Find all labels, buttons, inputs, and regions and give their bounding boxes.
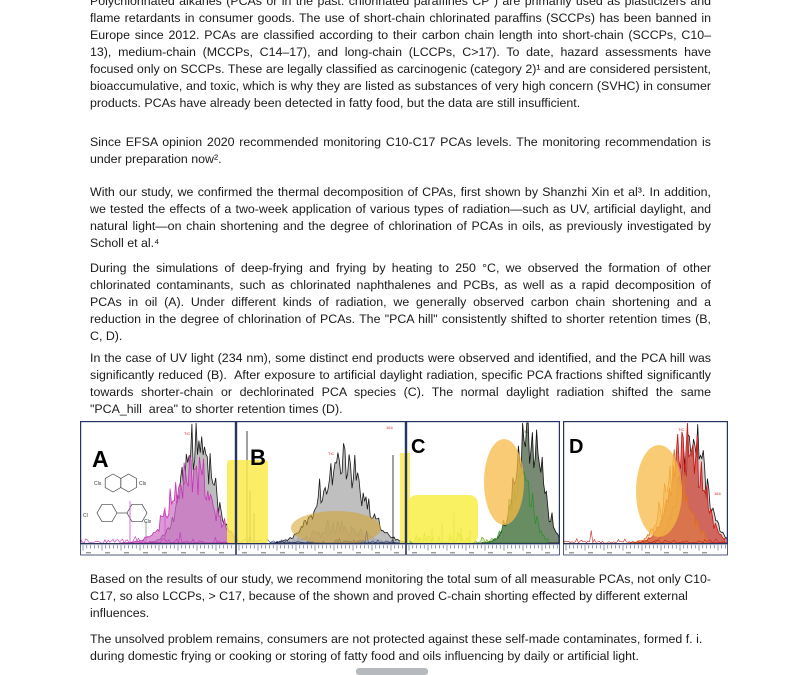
- panel-label: B: [250, 445, 266, 470]
- chem-label: Cl: [83, 513, 88, 519]
- chem-biphenyl-ring: [96, 503, 118, 523]
- ruler-number-smudge: [219, 552, 224, 554]
- ruler-number-smudge: [507, 552, 512, 554]
- baseline-noise-trace: [563, 530, 728, 544]
- scrollbar-thumb[interactable]: [356, 668, 428, 675]
- ruler-number-smudge: [356, 552, 361, 554]
- panel-A-group: Clx Clx Cl Clx TIC: [80, 422, 236, 544]
- ruler-number-smudge: [162, 552, 167, 554]
- peak-annotation: 164: [714, 491, 721, 496]
- peak-annotation: TIC: [184, 431, 191, 436]
- paragraph-intro: Polychlorinated alkanes (PCAs or in the …: [90, 0, 715, 110]
- ruler-number-smudge: [526, 552, 531, 554]
- panel-ruler: [80, 543, 236, 556]
- ruler-number-smudge: [545, 552, 550, 554]
- paragraph-recommendation: Based on the results of our study, we re…: [90, 572, 711, 620]
- ruler-number-smudge: [200, 552, 205, 554]
- ruler-number-smudge: [105, 552, 110, 554]
- paragraph-study: With our study, we confirmed the thermal…: [90, 185, 715, 250]
- panel-label: C: [411, 436, 425, 458]
- ruler-number-smudge: [242, 552, 247, 554]
- ruler-number-smudge: [702, 552, 707, 554]
- chem-label: Clx: [139, 481, 147, 487]
- highlight-ellipse: [636, 445, 682, 537]
- chem-label: Clx: [144, 519, 152, 525]
- panel-ruler: [236, 543, 406, 556]
- figure-svg: Clx Clx Cl Clx TIC TIC 164 TIC TIC 164 A B C D: [80, 421, 729, 556]
- ruler-number-smudge: [318, 552, 323, 554]
- ruler-number-smudge: [569, 552, 574, 554]
- paragraph-frying: During the simulations of deep-frying an…: [90, 261, 715, 343]
- ruler-number-smudge: [431, 552, 436, 554]
- ruler-number-smudge: [261, 552, 266, 554]
- ruler-number-smudge: [450, 552, 455, 554]
- ruler-number-smudge: [412, 552, 417, 554]
- peak-annotation: 164: [386, 425, 393, 430]
- ruler-number-smudge: [86, 552, 91, 554]
- panel-label: D: [569, 436, 583, 458]
- panel-D-group: TIC 164: [563, 422, 728, 544]
- peak-annotation: TIC: [678, 427, 685, 432]
- panel-label: A: [92, 446, 109, 472]
- panel-border: [563, 421, 729, 545]
- ruler-number-smudge: [683, 552, 688, 554]
- ruler-number-smudge: [181, 552, 186, 554]
- peak-annotation: TIC: [522, 429, 529, 434]
- panel-border: [80, 421, 237, 545]
- ruler-number-smudge: [588, 552, 593, 554]
- ruler-number-smudge: [607, 552, 612, 554]
- ruler-number-smudge: [124, 552, 129, 554]
- paragraph-problem: The unsolved problem remains, consumers …: [90, 632, 706, 663]
- ruler-number-smudge: [337, 552, 342, 554]
- ruler-number-smudge: [469, 552, 474, 554]
- ruler-number-smudge: [664, 552, 669, 554]
- panel-A-traces: Clx Clx Cl Clx: [80, 422, 236, 544]
- ruler-number-smudge: [645, 552, 650, 554]
- ruler-number-smudge: [488, 552, 493, 554]
- ruler-number-smudge: [280, 552, 285, 554]
- panel-border: [406, 421, 561, 545]
- ruler-number-smudge: [394, 552, 399, 554]
- panel-C-group: TIC: [408, 422, 560, 544]
- ruler-number-smudge: [375, 552, 380, 554]
- paragraph-efsa: Since EFSA opinion 2020 recommended moni…: [90, 135, 715, 166]
- ruler-number-smudge: [626, 552, 631, 554]
- panel-ruler: [563, 543, 728, 556]
- highlight-ellipse: [291, 511, 381, 545]
- chem-naphthalene-ring: [120, 473, 137, 493]
- baseline-noise-trace: [80, 532, 236, 544]
- panel-ruler: [406, 543, 560, 556]
- peak-annotation: TIC: [328, 451, 335, 456]
- panel-border: [236, 421, 407, 545]
- figure-chromatograms: Clx Clx Cl Clx TIC TIC 164 TIC TIC 164 A B C D: [80, 421, 729, 558]
- highlight-ellipse: [484, 439, 524, 525]
- ruler-number-smudge: [143, 552, 148, 554]
- chromatogram-trace: [119, 454, 236, 544]
- highlight-rect: [227, 460, 268, 544]
- chem-label: Clx: [94, 481, 102, 487]
- ruler-number-smudge: [299, 552, 304, 554]
- paragraph-uv: In the case of UV light (234 nm), some d…: [90, 351, 715, 416]
- highlight-rect: [408, 495, 478, 544]
